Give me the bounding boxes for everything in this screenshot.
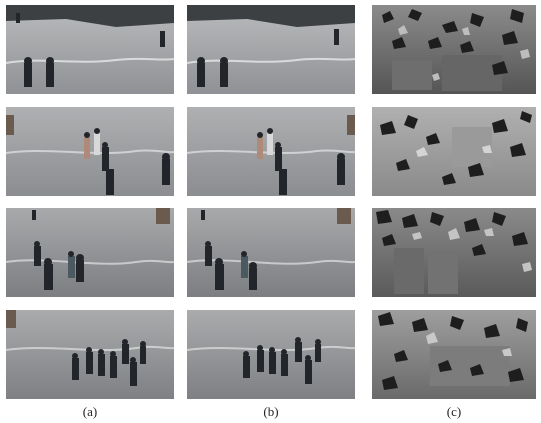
photo-b-row-3	[187, 208, 355, 297]
photo-b-row-1	[187, 5, 355, 94]
photo-b-row-2	[187, 107, 355, 196]
photo-a-row-4	[6, 310, 174, 399]
photo-a-row-3	[6, 208, 174, 297]
depth-map-row-3	[372, 208, 536, 297]
caption-c: (c)	[446, 404, 462, 419]
depth-map-row-2	[372, 107, 536, 196]
caption-a: (a)	[82, 404, 98, 419]
caption-b: (b)	[263, 404, 279, 419]
photo-b-row-4	[187, 310, 355, 399]
depth-map-row-4	[372, 310, 536, 399]
photo-a-row-2	[6, 107, 174, 196]
photo-a-row-1	[6, 5, 174, 94]
depth-map-row-1	[372, 5, 536, 94]
